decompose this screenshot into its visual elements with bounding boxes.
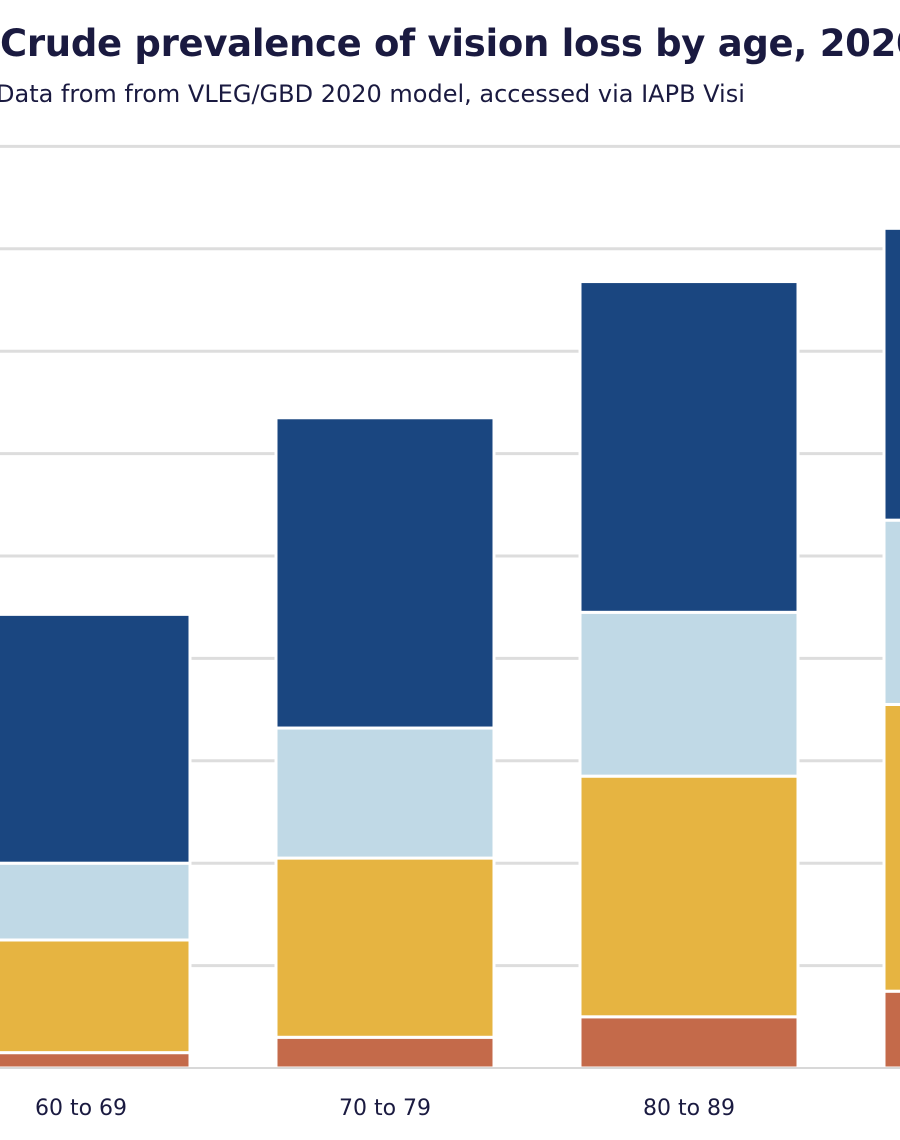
bar-segment <box>0 938 192 1055</box>
bar-segment <box>274 416 496 730</box>
x-tick-label: 80 to 89 <box>643 1096 735 1121</box>
bar-segment <box>882 518 900 706</box>
bar-segment <box>274 1035 496 1070</box>
bar-segment <box>0 612 192 865</box>
bar-segment <box>274 726 496 860</box>
bar-segment <box>578 774 800 1019</box>
x-tick-labels: 60 to 69 70 to 79 80 to 89 <box>35 1096 735 1121</box>
bar-segment <box>578 1015 800 1070</box>
bar-segment <box>578 280 800 614</box>
bar-segment <box>882 702 900 993</box>
x-tick-label: 70 to 79 <box>339 1096 431 1121</box>
bar-segment <box>578 610 800 778</box>
chart-title: Crude prevalence of vision loss by age, … <box>0 22 900 65</box>
chart-subtitle: Data from from VLEG/GBD 2020 model, acce… <box>0 80 745 108</box>
bar-segment <box>0 1051 192 1070</box>
bar-segment <box>882 226 900 522</box>
bar-segment <box>0 861 192 942</box>
bars <box>0 226 900 1070</box>
bar-segment <box>882 989 900 1070</box>
x-tick-label: 60 to 69 <box>35 1096 127 1121</box>
bar-segment <box>274 856 496 1039</box>
